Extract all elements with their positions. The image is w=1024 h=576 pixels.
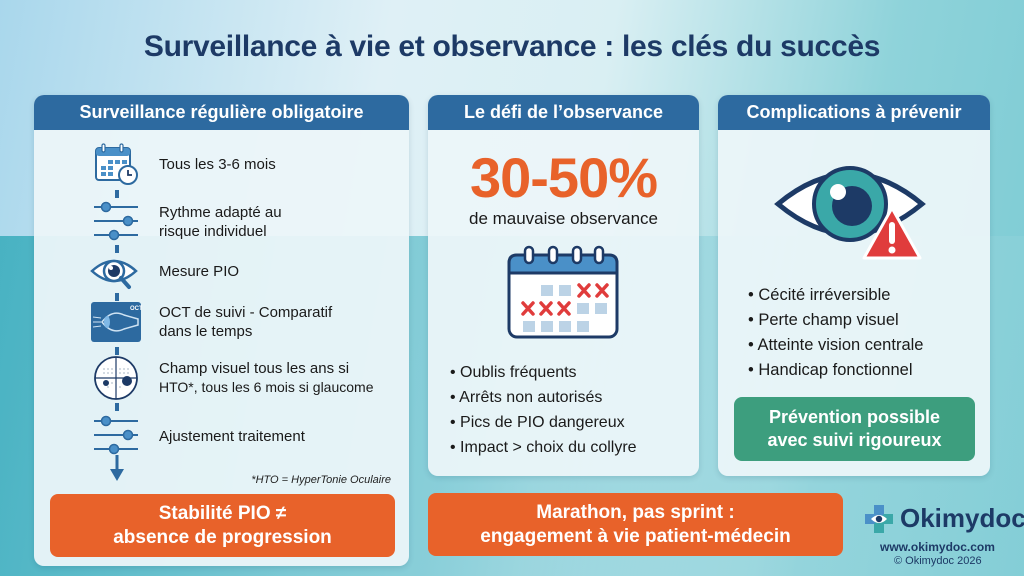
list-item: Pics de PIO dangereux (450, 410, 637, 435)
step-text: Tous les 3-6 mois (159, 156, 276, 173)
panel-complications: Complications à prévenir Cécité irrévers… (718, 95, 990, 476)
complications-bullets: Cécité irréversible Perte champ visuel A… (748, 283, 923, 383)
visual-field-icon (94, 356, 138, 400)
list-item: Perte champ visuel (748, 308, 923, 333)
list-item: Oublis fréquents (450, 360, 637, 385)
oct-scan-icon: OCT (91, 302, 142, 342)
connector-dash (115, 245, 119, 253)
missed-doses-calendar-icon (507, 245, 619, 339)
step-text: Ajustement traitement (159, 428, 305, 445)
list-item: Impact > choix du collyre (450, 435, 637, 460)
svg-text:OCT: OCT (130, 306, 142, 312)
brand-name: Okimydoc (900, 503, 1024, 533)
copyright: © Okimydoc 2026 (894, 555, 982, 567)
eye-warning-icon (774, 166, 926, 260)
panel-surveillance: Surveillance régulière obligatoire Tous … (34, 95, 409, 566)
eye-magnifier-icon (90, 259, 138, 289)
arrow-down-icon (110, 455, 124, 481)
footnote: *HTO = HyperTonie Oculaire (251, 474, 391, 486)
connector-dash (115, 293, 119, 301)
calendar-clock-icon (95, 143, 138, 185)
brand-website[interactable]: www.okimydoc.com (880, 540, 995, 554)
connector-dash (115, 190, 119, 198)
connector-dash (115, 403, 119, 411)
step-text: Rythme adapté au risque individuel (159, 204, 282, 240)
step-text: OCT de suivi - Comparatif dans le temps (159, 304, 333, 340)
step-text: Champ visuel tous les ans si HTO*, tous … (159, 360, 374, 395)
brand-logo: Okimydoc (864, 503, 1024, 534)
panel-header: Complications à prévenir (718, 95, 990, 130)
panel-header: Le défi de l’observance (428, 95, 699, 130)
callout-stability: Stabilité PIO ≠ absence de progression (50, 494, 395, 557)
panel-observance: Le défi de l’observance 30-50% de mauvai… (428, 95, 699, 476)
stat-label: de mauvaise observance (468, 209, 658, 228)
list-item: Cécité irréversible (748, 283, 923, 308)
sliders-icon (94, 415, 138, 455)
okimydoc-cross-icon (865, 504, 893, 533)
list-item: Handicap fonctionnel (748, 358, 923, 383)
step-text: Mesure PIO (159, 263, 240, 280)
connector-dash (115, 347, 119, 355)
page-title: Surveillance à vie et observance : les c… (143, 30, 881, 63)
list-item: Arrêts non autorisés (450, 385, 637, 410)
callout-marathon: Marathon, pas sprint : engagement à vie … (428, 493, 843, 556)
observance-bullets: Oublis fréquents Arrêts non autorisés Pi… (450, 360, 637, 460)
list-item: Atteinte vision centrale (748, 333, 923, 358)
panel-header: Surveillance régulière obligatoire (34, 95, 409, 130)
callout-prevention: Prévention possible avec suivi rigoureux (734, 397, 975, 461)
sliders-icon (94, 201, 138, 241)
stat-value: 30-50% (469, 146, 658, 209)
